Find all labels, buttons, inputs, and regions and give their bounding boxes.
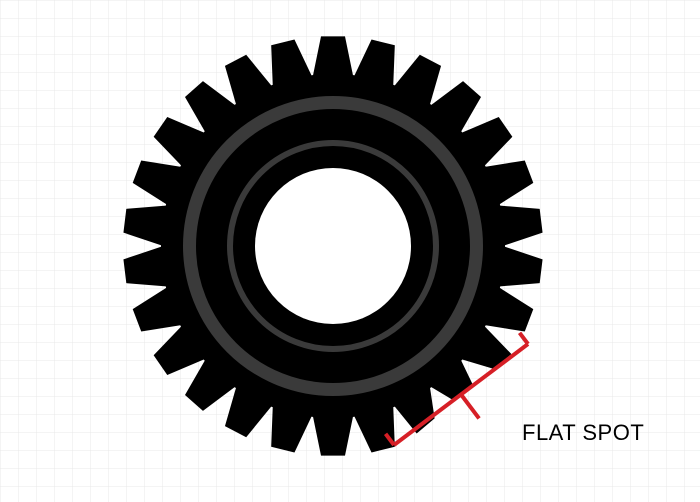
flat-spot-label: FLAT SPOT <box>522 420 644 446</box>
tire-hub <box>255 168 411 324</box>
diagram-canvas: FLAT SPOT <box>0 0 700 502</box>
